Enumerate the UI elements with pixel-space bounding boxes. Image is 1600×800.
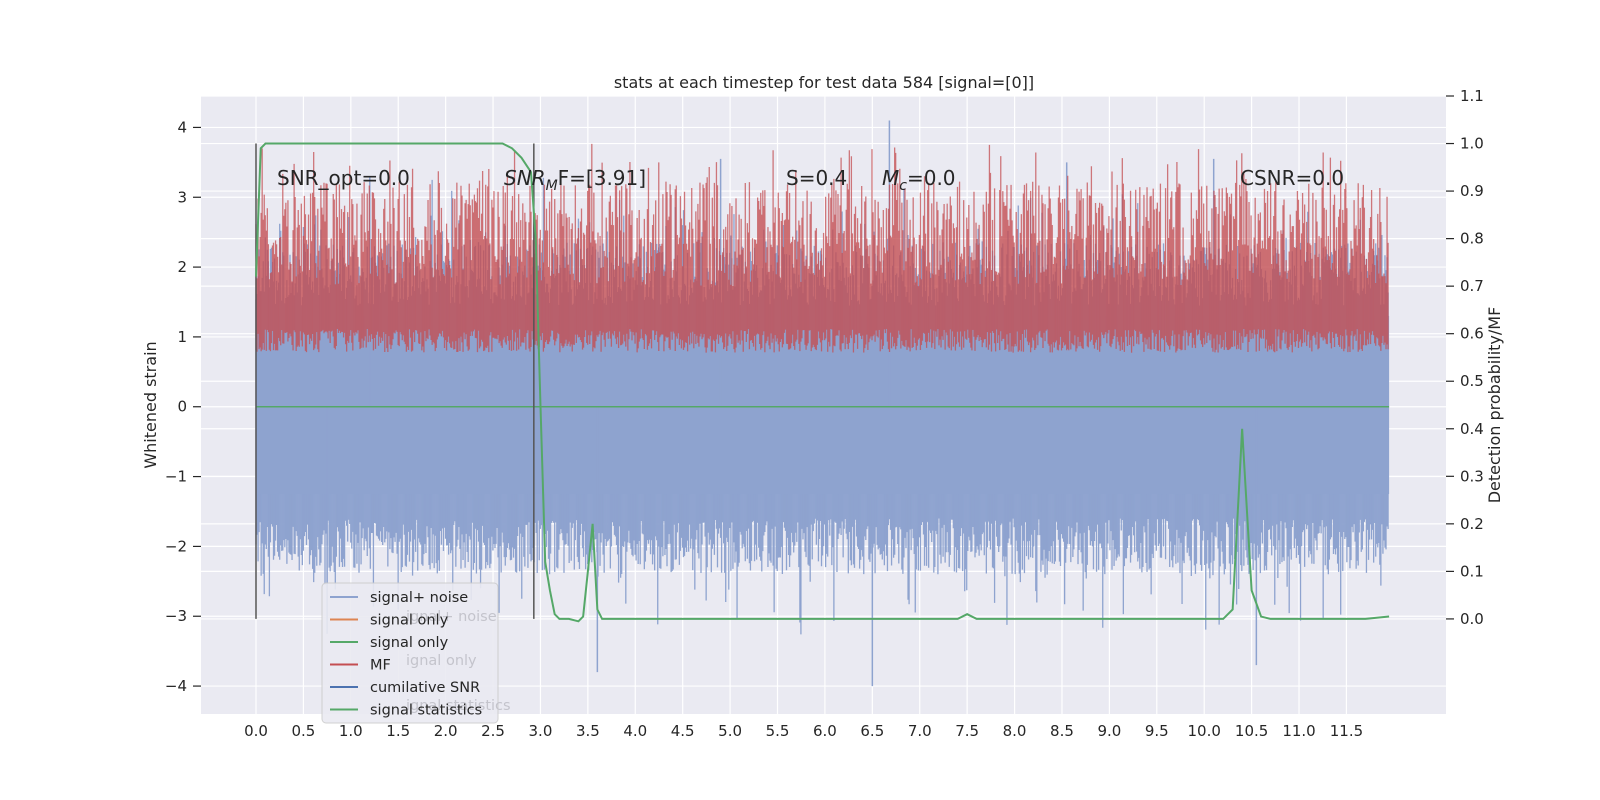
y2-tick-label: 0.9 <box>1460 182 1484 200</box>
legend-ghost-label: ignal+ noise <box>406 609 497 625</box>
y2-tick-label: 1.1 <box>1460 87 1484 105</box>
legend-ghost-label: ignal only <box>406 653 477 669</box>
legend-label: signal+ noise <box>370 590 468 606</box>
annotation-mc: Mc=0.0 <box>882 166 956 194</box>
y2-axis-title: Detection probability/MF <box>1485 307 1504 504</box>
snr-mf-tail: F=[3.91] <box>558 166 646 190</box>
x-tick-label: 8.0 <box>1003 722 1027 740</box>
y-tick-label: 1 <box>177 328 187 346</box>
snr-mf-main: SNR <box>504 166 546 190</box>
annotation-snr-mf: SNRMF=[3.91] <box>504 166 646 194</box>
legend-label: signal only <box>370 635 449 651</box>
x-tick-label: 10.5 <box>1235 722 1268 740</box>
y2-tick-label: 0.1 <box>1460 562 1484 580</box>
annotation-csnr: CSNR=0.0 <box>1240 166 1344 190</box>
x-tick-label: 11.5 <box>1330 722 1363 740</box>
annotation-s-value: S=0.4 <box>786 166 847 190</box>
annotation-snr-opt: SNR_opt=0.0 <box>277 166 410 190</box>
y-axis-title: Whitened strain <box>141 341 160 468</box>
y-tick-label: 3 <box>177 188 187 206</box>
x-axis: 0.0 0.5 1.0 1.5 2.0 2.5 3.0 3.5 4.0 4.5 5.0 5.5 6.0 6… <box>244 722 1363 740</box>
y2-tick-label: 0.7 <box>1460 277 1484 295</box>
x-tick-label: 8.5 <box>1050 722 1074 740</box>
chart-title: stats at each timestep for test data 584… <box>614 73 1034 92</box>
legend-label: signal statistics <box>370 703 482 719</box>
mf-series <box>255 143 1389 353</box>
signal-statistics-series <box>254 142 1390 623</box>
x-tick-label: 5.5 <box>766 722 790 740</box>
x-tick-label: 2.0 <box>434 722 458 740</box>
y2-tick-label: 0.3 <box>1460 467 1484 485</box>
x-tick-label: 6.0 <box>813 722 837 740</box>
mc-tail: =0.0 <box>907 166 956 190</box>
x-tick-label: 7.5 <box>955 722 979 740</box>
legend-label: cumilative SNR <box>370 680 480 696</box>
legend-label: signal only <box>370 613 449 629</box>
y2-tick-label: 0.5 <box>1460 372 1484 390</box>
y2-tick-label: 0.0 <box>1460 610 1484 628</box>
x-tick-label: 9.0 <box>1097 722 1121 740</box>
y2-tick-label: 0.4 <box>1460 420 1484 438</box>
x-tick-label: 3.5 <box>576 722 600 740</box>
x-tick-label: 0.5 <box>291 722 315 740</box>
y-axis-right: 1.1 1.0 0.9 0.8 0.7 0.6 0.5 0.4 0.3 0.2 0.1 0.0 <box>1446 87 1484 628</box>
x-tick-label: 3.0 <box>529 722 553 740</box>
x-tick-label: 6.5 <box>860 722 884 740</box>
x-tick-label: 7.0 <box>908 722 932 740</box>
y2-tick-label: 0.8 <box>1460 230 1484 248</box>
mc-sub: c <box>899 178 907 194</box>
x-tick-label: 4.0 <box>623 722 647 740</box>
x-tick-label: 4.5 <box>671 722 695 740</box>
y-axis-left: 4 3 2 1 0 −1 −2 −3 −4 <box>165 118 201 695</box>
y-tick-label: 4 <box>177 118 187 136</box>
x-tick-label: 11.0 <box>1282 722 1315 740</box>
y2-tick-label: 0.2 <box>1460 515 1484 533</box>
x-tick-label: 10.0 <box>1188 722 1221 740</box>
legend-box <box>321 582 499 724</box>
y2-tick-label: 0.6 <box>1460 325 1484 343</box>
y-tick-label: 0 <box>177 398 187 416</box>
mc-main: M <box>882 166 899 190</box>
y-tick-label: −1 <box>165 468 187 486</box>
x-tick-label: 5.0 <box>718 722 742 740</box>
y-tick-label: −2 <box>165 537 187 555</box>
y-tick-label: 2 <box>177 258 187 276</box>
legend-label: MF <box>370 658 391 674</box>
x-tick-label: 1.0 <box>339 722 363 740</box>
snr-mf-sub: M <box>546 178 558 194</box>
x-tick-label: 0.0 <box>244 722 268 740</box>
y-tick-label: −4 <box>165 677 187 695</box>
y2-tick-label: 1.0 <box>1460 135 1484 153</box>
x-tick-label: 1.5 <box>386 722 410 740</box>
y-tick-label: −3 <box>165 607 187 625</box>
legend-ghost-label: ignal statistics <box>406 698 511 714</box>
x-tick-label: 2.5 <box>481 722 505 740</box>
x-tick-label: 9.5 <box>1145 722 1169 740</box>
